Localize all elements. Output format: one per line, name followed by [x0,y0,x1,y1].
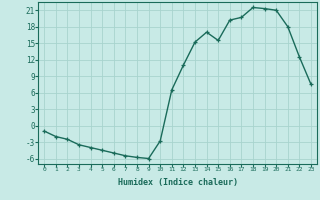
X-axis label: Humidex (Indice chaleur): Humidex (Indice chaleur) [118,178,238,187]
